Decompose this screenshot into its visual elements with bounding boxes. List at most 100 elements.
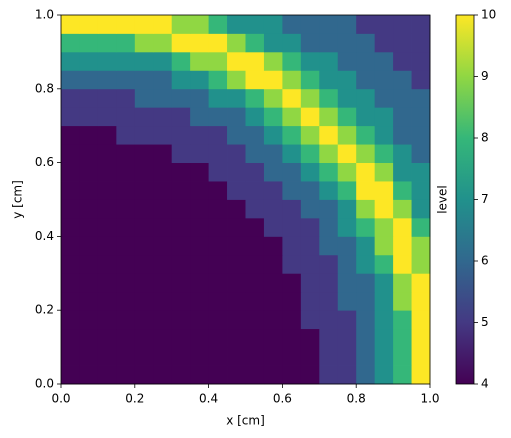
heatmap-cell bbox=[300, 328, 320, 348]
heatmap-cell bbox=[263, 254, 283, 274]
heatmap-cell bbox=[97, 273, 117, 293]
heatmap-cell bbox=[337, 162, 357, 182]
heatmap-cell bbox=[263, 51, 283, 71]
heatmap-cell bbox=[134, 70, 154, 90]
heatmap-cell bbox=[356, 328, 376, 348]
heatmap-cell bbox=[227, 88, 246, 108]
x-axis-label: x [cm] bbox=[226, 414, 265, 428]
y-tick-label: 0.4 bbox=[35, 229, 54, 243]
heatmap-cell bbox=[153, 236, 173, 256]
heatmap-cell bbox=[153, 15, 173, 34]
heatmap-cell bbox=[300, 310, 320, 330]
heatmap-cell bbox=[171, 310, 191, 330]
heatmap-cell bbox=[263, 365, 283, 385]
heatmap-cell bbox=[393, 107, 412, 127]
heatmap-cell bbox=[263, 199, 283, 219]
heatmap-cell bbox=[208, 365, 228, 385]
heatmap-cell bbox=[411, 328, 431, 348]
heatmap-cell bbox=[282, 328, 302, 348]
heatmap-cell bbox=[374, 88, 394, 108]
heatmap-cell bbox=[411, 217, 431, 237]
colorbar-tick-label: 9 bbox=[481, 69, 489, 83]
y-tick-label: 0.2 bbox=[35, 303, 54, 317]
heatmap-cell bbox=[116, 144, 136, 163]
heatmap-cell bbox=[190, 181, 209, 200]
heatmap-cell bbox=[153, 33, 173, 53]
heatmap-cell bbox=[319, 181, 339, 200]
heatmap-cell bbox=[61, 328, 80, 348]
heatmap-cell bbox=[356, 236, 376, 256]
heatmap-cell bbox=[227, 217, 246, 237]
heatmap-cell bbox=[337, 88, 357, 108]
heatmap-cell bbox=[116, 365, 136, 385]
heatmap-cell bbox=[61, 273, 80, 293]
heatmap-cell bbox=[300, 217, 320, 237]
heatmap-cell bbox=[356, 51, 376, 71]
heatmap-cell bbox=[134, 125, 154, 145]
heatmap-cell bbox=[208, 162, 228, 182]
heatmap-cell bbox=[153, 162, 173, 182]
heatmap-cell bbox=[116, 217, 136, 237]
heatmap-cell bbox=[374, 181, 394, 200]
heatmap-cell bbox=[153, 291, 173, 311]
heatmap-cell bbox=[411, 125, 431, 145]
heatmap-cell bbox=[411, 291, 431, 311]
heatmap-cell bbox=[134, 217, 154, 237]
heatmap-cell bbox=[171, 328, 191, 348]
heatmap-cell bbox=[208, 236, 228, 256]
heatmap-cell bbox=[411, 310, 431, 330]
heatmap-cell bbox=[393, 33, 412, 53]
heatmap-cell bbox=[319, 236, 339, 256]
heatmap-cell bbox=[374, 144, 394, 163]
heatmap-cell bbox=[300, 347, 320, 366]
heatmap-cell bbox=[411, 51, 431, 71]
heatmap-cell bbox=[79, 254, 99, 274]
heatmap-cell bbox=[227, 199, 246, 219]
heatmap-cell bbox=[374, 328, 394, 348]
heatmap-cell bbox=[411, 273, 431, 293]
heatmap-cell bbox=[227, 125, 246, 145]
heatmap-cell bbox=[263, 347, 283, 366]
heatmap-cell bbox=[263, 236, 283, 256]
heatmap-cell bbox=[245, 254, 265, 274]
heatmap-cell bbox=[263, 107, 283, 127]
heatmap-cell bbox=[393, 291, 412, 311]
heatmap-cell bbox=[245, 291, 265, 311]
heatmap-cell bbox=[153, 254, 173, 274]
heatmap-cell bbox=[61, 70, 80, 90]
heatmap-cell bbox=[300, 365, 320, 385]
heatmap-cell bbox=[356, 144, 376, 163]
heatmap-cell bbox=[356, 162, 376, 182]
heatmap-cell bbox=[356, 291, 376, 311]
heatmap-cell bbox=[337, 125, 357, 145]
heatmap-cell bbox=[319, 254, 339, 274]
heatmap-cell bbox=[208, 33, 228, 53]
heatmap-cell bbox=[97, 181, 117, 200]
heatmap-cell bbox=[319, 273, 339, 293]
heatmap-cell bbox=[227, 162, 246, 182]
heatmap-cell bbox=[171, 51, 191, 71]
heatmap-cell bbox=[171, 236, 191, 256]
heatmap-cell bbox=[153, 181, 173, 200]
heatmap-cell bbox=[208, 70, 228, 90]
heatmap-cell bbox=[245, 15, 265, 34]
heatmap-cell bbox=[208, 88, 228, 108]
heatmap-cell bbox=[393, 125, 412, 145]
x-tick-label: 0.6 bbox=[273, 392, 292, 406]
heatmap-cell bbox=[282, 162, 302, 182]
heatmap-cell bbox=[134, 291, 154, 311]
heatmap-cell bbox=[374, 236, 394, 256]
heatmap-cell bbox=[153, 199, 173, 219]
plot-frame bbox=[60, 14, 431, 385]
heatmap-cell bbox=[245, 273, 265, 293]
heatmap-cell bbox=[337, 328, 357, 348]
heatmap-cell bbox=[116, 254, 136, 274]
heatmap-cell bbox=[208, 291, 228, 311]
heatmap-cell bbox=[356, 217, 376, 237]
heatmap-cell bbox=[300, 88, 320, 108]
heatmap-cell bbox=[227, 365, 246, 385]
heatmap-cell bbox=[245, 162, 265, 182]
y-tick-label: 1.0 bbox=[35, 8, 54, 22]
heatmap-cell bbox=[227, 144, 246, 163]
heatmap-cell bbox=[97, 70, 117, 90]
